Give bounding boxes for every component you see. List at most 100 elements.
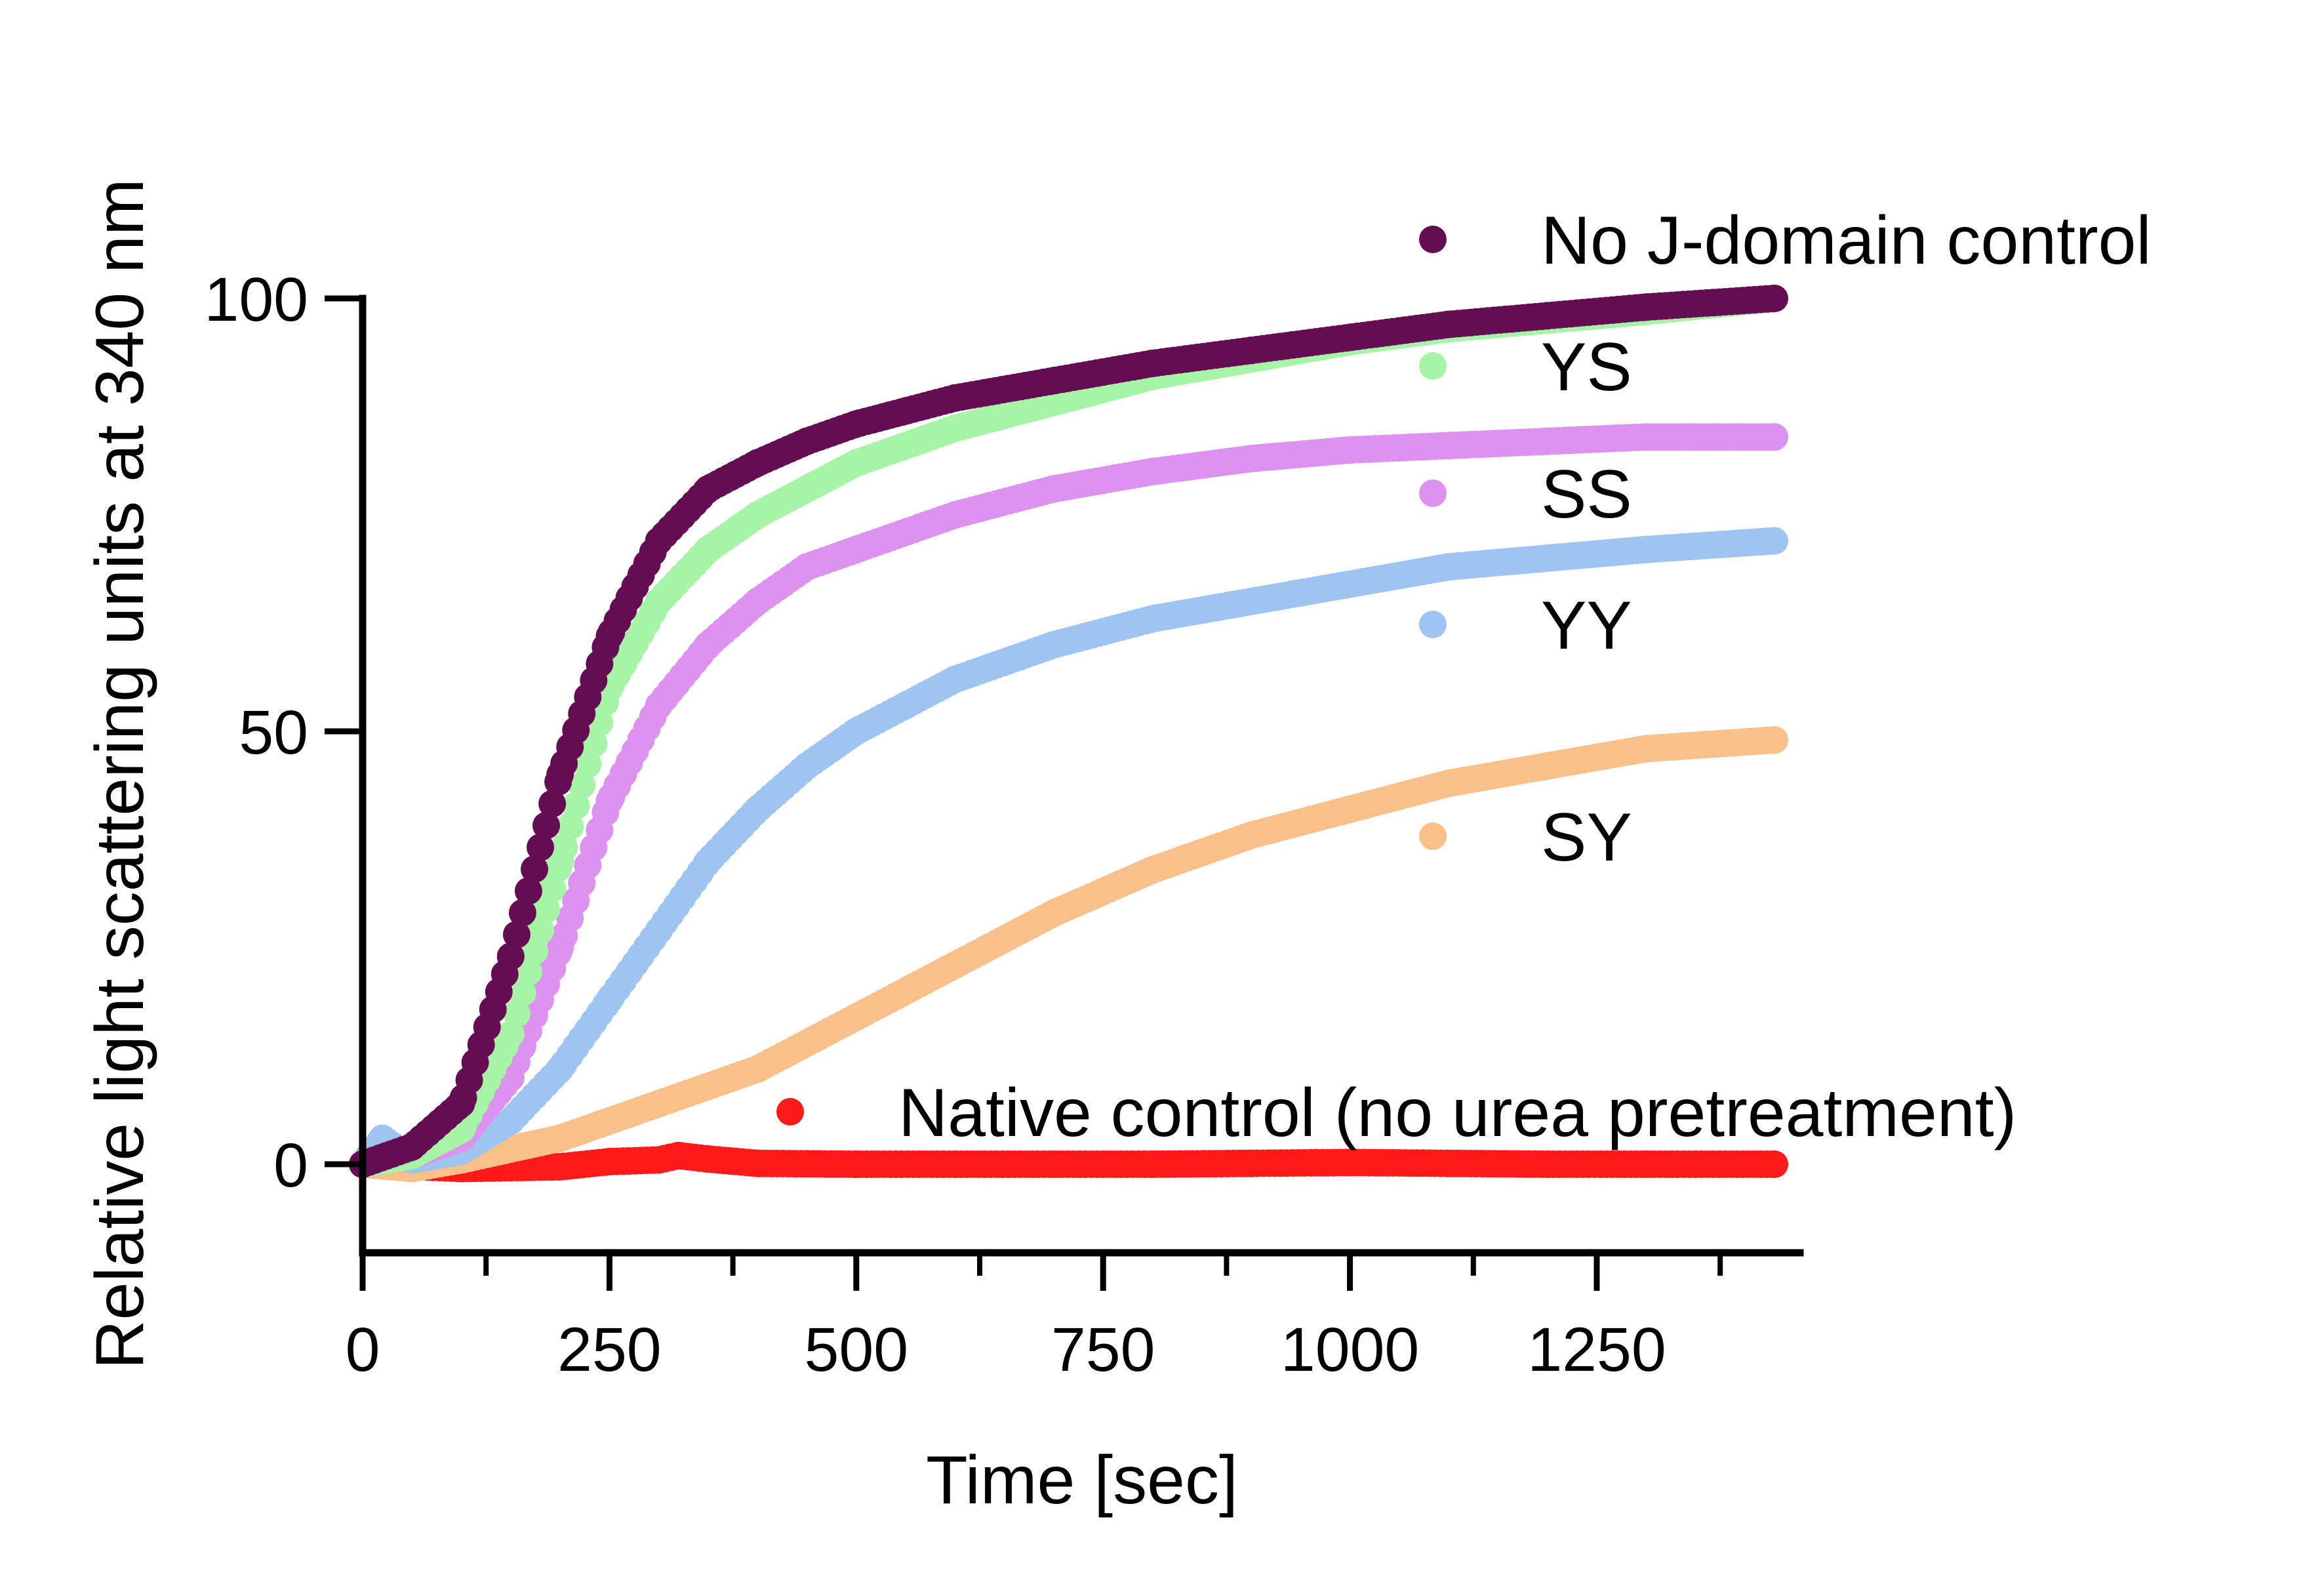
- data-point: [744, 1055, 772, 1083]
- data-point: [508, 979, 536, 1007]
- data-point: [842, 1003, 870, 1031]
- x-tick-label: 1000: [1281, 1315, 1419, 1385]
- legend-entry-2: YY: [1419, 588, 1632, 664]
- legend-marker: [1419, 611, 1447, 638]
- data-point: [1761, 726, 1788, 754]
- data-point: [793, 475, 821, 503]
- legend-entry-0: Native control (no urea pretreatment): [776, 1075, 2016, 1151]
- ticks: 0 250 500 750 1000 1250 0 50 100: [204, 265, 1723, 1385]
- series-layer: [349, 285, 1788, 1183]
- data-point: [546, 1055, 574, 1083]
- series-2: [349, 527, 1788, 1178]
- data-point: [546, 1153, 574, 1181]
- data-point: [744, 588, 772, 615]
- data-point: [694, 631, 722, 659]
- data-point: [1435, 553, 1463, 581]
- data-point: [1237, 336, 1265, 365]
- y-tick-label: 100: [204, 265, 308, 335]
- series-3: [349, 423, 1788, 1178]
- x-tick-label: 750: [1051, 1315, 1155, 1385]
- x-tick-label: 0: [346, 1315, 380, 1385]
- data-point: [1138, 856, 1167, 884]
- data-point: [793, 427, 821, 455]
- data-point: [508, 899, 536, 927]
- legend-marker: [1419, 352, 1447, 380]
- data-point: [941, 951, 969, 979]
- y-axis-title: Relative light scattering units at 340 n…: [82, 178, 158, 1369]
- data-point: [694, 475, 722, 503]
- data-point: [645, 1089, 673, 1118]
- data-point: [1336, 436, 1364, 464]
- data-point: [538, 875, 567, 903]
- data-point: [1336, 323, 1364, 352]
- data-point: [1237, 1149, 1265, 1177]
- data-point: [1761, 527, 1788, 555]
- data-point: [842, 410, 870, 438]
- data-point: [892, 691, 920, 720]
- data-point: [1632, 535, 1660, 563]
- data-point: [1533, 544, 1561, 572]
- data-point: [842, 535, 870, 563]
- legend-marker: [1419, 479, 1447, 507]
- data-point: [562, 792, 590, 820]
- data-point: [527, 833, 554, 861]
- x-axis-title: Time [sec]: [926, 1442, 1238, 1518]
- legend-label: No J-domain control: [1541, 203, 2152, 279]
- data-point: [546, 847, 574, 875]
- data-point: [1237, 588, 1265, 615]
- data-point: [1237, 445, 1265, 473]
- data-point: [1761, 1150, 1788, 1178]
- data-point: [941, 384, 969, 412]
- legend-entry-1: SY: [1419, 800, 1632, 876]
- axes: [359, 294, 1804, 1257]
- data-point: [1138, 605, 1167, 633]
- data-point: [1336, 570, 1364, 598]
- data-point: [744, 1149, 772, 1177]
- legend-marker: [1419, 226, 1447, 253]
- y-tick-label: 50: [239, 698, 308, 767]
- data-point: [1138, 1150, 1167, 1178]
- data-point: [1039, 899, 1068, 927]
- data-point: [546, 1124, 574, 1152]
- data-point: [595, 786, 624, 815]
- data-point: [1632, 293, 1660, 321]
- data-point: [744, 501, 772, 529]
- data-point: [1533, 1150, 1561, 1178]
- data-point: [694, 847, 722, 875]
- legend-label: YS: [1541, 329, 1632, 405]
- series-5: [349, 285, 1788, 1178]
- legend-marker: [776, 1098, 804, 1126]
- legend-label: SS: [1541, 457, 1632, 533]
- data-point: [1632, 1150, 1660, 1178]
- data-point: [1435, 769, 1463, 798]
- legend-label: SY: [1541, 800, 1632, 876]
- data-point: [1632, 423, 1660, 451]
- legend-label: Native control (no urea pretreatment): [898, 1075, 2016, 1151]
- legend-entry-5: No J-domain control: [1419, 203, 2152, 279]
- data-point: [1336, 795, 1364, 823]
- data-point: [793, 752, 821, 780]
- y-tick-label: 0: [273, 1131, 308, 1200]
- data-point: [496, 1107, 525, 1135]
- data-point: [595, 1148, 624, 1175]
- legend-entry-4: YS: [1419, 329, 1632, 405]
- data-point: [532, 811, 560, 840]
- data-point: [514, 877, 542, 905]
- data-point: [645, 916, 673, 944]
- data-point: [664, 1141, 692, 1169]
- x-tick-label: 500: [805, 1315, 909, 1385]
- data-point: [793, 553, 821, 581]
- data-point: [1336, 1148, 1364, 1177]
- data-point: [546, 934, 574, 962]
- data-point: [645, 527, 673, 555]
- data-point: [1761, 423, 1788, 451]
- data-point: [941, 501, 969, 529]
- legend-marker: [1419, 822, 1447, 850]
- data-point: [694, 1145, 722, 1173]
- data-point: [1533, 302, 1561, 330]
- data-point: [574, 750, 602, 779]
- data-point: [1632, 735, 1660, 763]
- data-point: [1435, 432, 1463, 460]
- data-point: [1435, 310, 1463, 338]
